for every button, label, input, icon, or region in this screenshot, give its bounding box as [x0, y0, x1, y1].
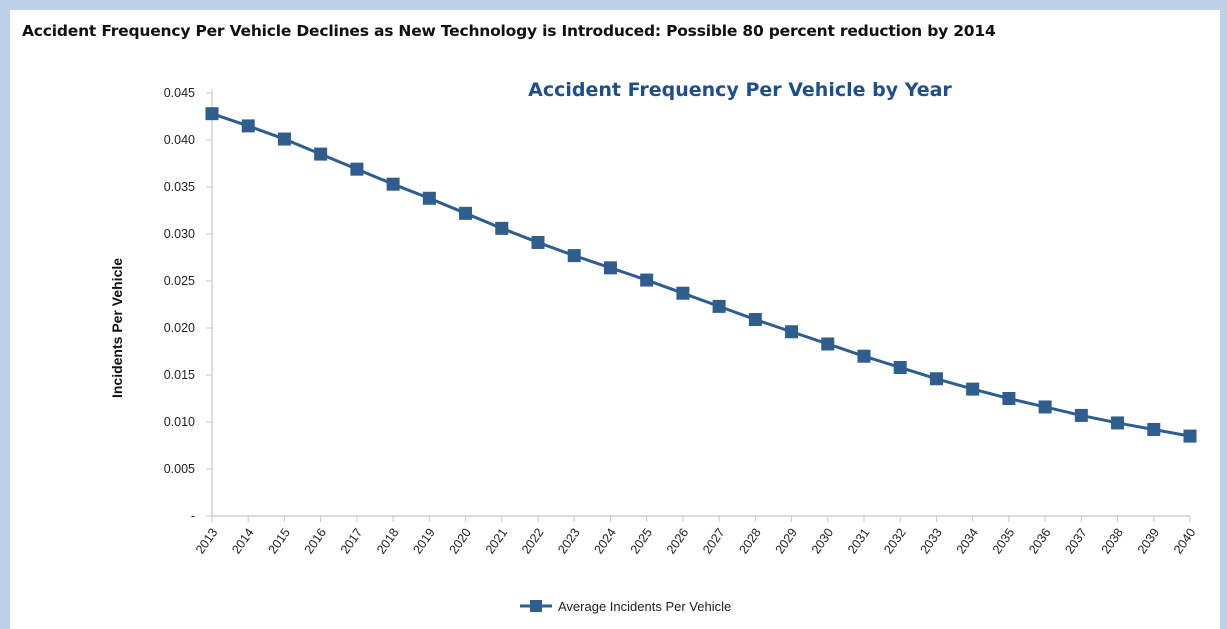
- x-tick-label: 2029: [773, 526, 800, 557]
- x-tick-label: 2027: [700, 526, 727, 557]
- x-tick-label: 2014: [229, 526, 256, 557]
- data-point-marker: [350, 162, 364, 176]
- x-tick-label: 2017: [338, 526, 365, 557]
- data-point-marker: [603, 261, 617, 275]
- x-tick-label: 2019: [410, 526, 437, 557]
- y-tick-label: 0.010: [164, 415, 195, 429]
- legend: Average Incidents Per Vehicle: [520, 599, 731, 614]
- y-tick-label: 0.035: [164, 180, 195, 194]
- x-tick-label: 2026: [664, 526, 691, 557]
- x-tick-label: 2015: [265, 526, 292, 557]
- x-tick-label: 2022: [519, 526, 546, 557]
- data-point-marker: [1002, 392, 1016, 405]
- data-point-marker: [785, 325, 799, 339]
- x-tick-label: 2021: [483, 526, 510, 557]
- x-tick-label: 2037: [1062, 526, 1089, 557]
- x-tick-label: 2016: [302, 526, 329, 557]
- data-point-marker: [567, 249, 581, 263]
- x-tick-label: 2038: [1099, 526, 1126, 557]
- data-point-marker: [1038, 400, 1052, 414]
- data-point-marker: [640, 273, 654, 287]
- x-tick-label: 2033: [917, 526, 944, 557]
- data-point-marker: [205, 107, 219, 121]
- chart-title: Accident Frequency Per Vehicle by Year: [528, 79, 952, 101]
- legend-label: Average Incidents Per Vehicle: [558, 599, 731, 614]
- data-point-marker: [241, 119, 255, 133]
- y-axis-label: Incidents Per Vehicle: [109, 258, 125, 398]
- data-point-marker: [857, 349, 871, 363]
- data-point-marker: [386, 177, 400, 191]
- data-point-marker: [929, 372, 943, 386]
- x-tick-label: 2018: [374, 526, 401, 557]
- y-tick-label: 0.030: [164, 227, 195, 241]
- series-line: [211, 112, 1191, 438]
- data-point-marker: [966, 382, 980, 396]
- y-tick-label: 0.025: [164, 274, 195, 288]
- data-point-marker: [277, 132, 291, 146]
- x-tick-label: 2034: [954, 526, 981, 557]
- data-point-marker: [1183, 429, 1197, 443]
- x-tick-label: 2035: [990, 526, 1017, 557]
- x-tick-label: 2024: [591, 526, 618, 557]
- data-point-marker: [712, 299, 726, 313]
- data-point-marker: [1147, 423, 1161, 437]
- x-tick-label: 2036: [1026, 526, 1053, 557]
- x-tick-label: 2030: [809, 526, 836, 557]
- data-point-marker: [422, 191, 436, 205]
- data-point-marker: [531, 235, 545, 249]
- data-point-marker: [676, 286, 690, 300]
- y-tick-group: - 0.005 0.010 0.015 0.020 0.025 0.030 0.035 0.04…: [164, 86, 212, 523]
- x-tick-label: 2039: [1135, 526, 1162, 557]
- x-tick-label: 2032: [881, 526, 908, 557]
- data-point-marker: [495, 221, 509, 235]
- x-tick-label: 2040: [1171, 526, 1198, 557]
- x-tick-label: 2023: [555, 526, 582, 557]
- series-group: [205, 107, 1197, 443]
- x-tick-label: 2028: [736, 526, 763, 557]
- y-tick-label: 0.045: [164, 86, 195, 100]
- y-tick-label: -: [191, 509, 195, 523]
- data-point-marker: [748, 313, 762, 327]
- page-headline: Accident Frequency Per Vehicle Declines …: [22, 22, 996, 40]
- data-point-marker: [314, 147, 328, 161]
- legend-marker-symbol: [530, 600, 542, 612]
- data-point-marker: [1074, 408, 1088, 422]
- data-point-marker: [459, 206, 473, 220]
- data-point-marker: [1111, 416, 1125, 430]
- y-tick-label: 0.020: [164, 321, 195, 335]
- x-tick-group: 2013 2014 2015 2016 2017 2018 2019 2020 2021 2022…: [193, 516, 1198, 557]
- x-tick-label: 2020: [447, 526, 474, 557]
- y-tick-label: 0.040: [164, 133, 195, 147]
- x-tick-label: 2013: [193, 526, 220, 557]
- x-tick-label: 2025: [628, 526, 655, 557]
- x-tick-label: 2031: [845, 526, 872, 557]
- data-point-marker: [821, 337, 835, 351]
- y-tick-label: 0.005: [164, 462, 195, 476]
- y-tick-label: 0.015: [164, 368, 195, 382]
- data-point-marker: [893, 360, 907, 374]
